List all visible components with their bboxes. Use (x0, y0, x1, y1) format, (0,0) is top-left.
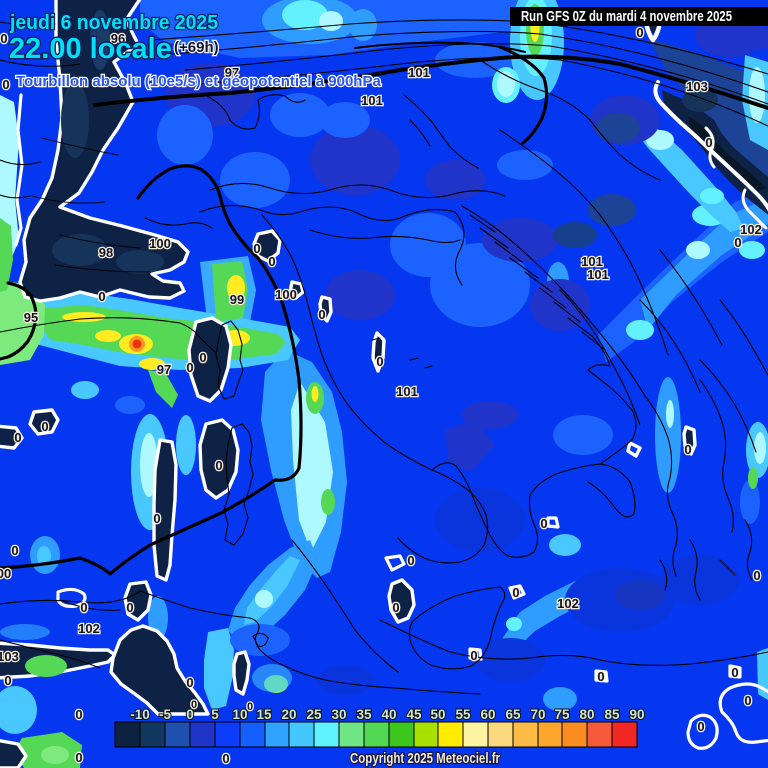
svg-text:0: 0 (597, 669, 604, 684)
svg-text:101: 101 (361, 93, 383, 108)
svg-text:0: 0 (215, 458, 222, 473)
svg-text:0: 0 (407, 553, 414, 568)
svg-text:100: 100 (149, 236, 171, 251)
svg-text:Run GFS 0Z du mardi 4 novembre: Run GFS 0Z du mardi 4 novembre 2025 (521, 9, 732, 25)
svg-text:101: 101 (581, 254, 603, 269)
svg-text:5: 5 (211, 707, 219, 722)
svg-text:30: 30 (331, 707, 346, 722)
svg-text:0: 0 (191, 699, 197, 711)
svg-text:0: 0 (705, 135, 712, 150)
svg-text:0: 0 (318, 307, 325, 322)
svg-text:90: 90 (629, 707, 644, 722)
svg-text:0: 0 (697, 719, 704, 734)
svg-text:0: 0 (126, 600, 133, 615)
svg-text:100: 100 (275, 287, 297, 302)
svg-text:0: 0 (222, 751, 229, 766)
svg-text:0: 0 (0, 31, 7, 46)
svg-text:Tourbillon absolu (10e5/s) et: Tourbillon absolu (10e5/s) et géopotenti… (16, 73, 381, 90)
svg-text:(+69h): (+69h) (174, 39, 219, 56)
svg-text:101: 101 (396, 384, 418, 399)
svg-text:0: 0 (2, 77, 9, 92)
svg-text:103: 103 (0, 649, 19, 664)
svg-text:0: 0 (98, 289, 105, 304)
svg-text:0: 0 (470, 648, 477, 663)
svg-text:-10: -10 (130, 707, 150, 722)
svg-text:0: 0 (75, 707, 82, 722)
svg-text:0: 0 (80, 600, 87, 615)
svg-text:0: 0 (684, 442, 691, 457)
svg-text:102: 102 (557, 596, 579, 611)
svg-text:99: 99 (230, 292, 244, 307)
svg-text:0: 0 (744, 693, 751, 708)
svg-text:00: 00 (0, 566, 11, 581)
svg-text:25: 25 (306, 707, 322, 722)
svg-text:35: 35 (356, 707, 372, 722)
svg-text:97: 97 (225, 65, 239, 80)
svg-text:103: 103 (686, 79, 708, 94)
svg-text:22.00 locale: 22.00 locale (9, 33, 172, 65)
svg-text:0: 0 (253, 241, 260, 256)
svg-text:98: 98 (99, 245, 113, 260)
svg-text:50: 50 (430, 707, 445, 722)
svg-text:0: 0 (186, 360, 193, 375)
svg-text:75: 75 (554, 707, 570, 722)
svg-text:0: 0 (268, 254, 275, 269)
svg-text:97: 97 (157, 362, 171, 377)
svg-text:60: 60 (480, 707, 495, 722)
svg-text:jeudi 6 novembre 2025: jeudi 6 novembre 2025 (9, 11, 218, 34)
svg-text:85: 85 (604, 707, 620, 722)
svg-text:0: 0 (247, 701, 253, 713)
svg-text:0: 0 (75, 750, 82, 765)
svg-text:65: 65 (505, 707, 521, 722)
svg-text:102: 102 (740, 222, 762, 237)
svg-text:0: 0 (14, 430, 21, 445)
svg-text:95: 95 (24, 310, 38, 325)
svg-text:Copyright 2025 Meteociel.fr: Copyright 2025 Meteociel.fr (350, 751, 500, 767)
svg-text:20: 20 (281, 707, 296, 722)
svg-text:0: 0 (153, 511, 160, 526)
svg-text:10: 10 (232, 707, 247, 722)
svg-text:0: 0 (512, 585, 519, 600)
svg-text:101: 101 (587, 267, 609, 282)
svg-text:0: 0 (636, 25, 643, 40)
svg-text:45: 45 (406, 707, 422, 722)
svg-text:40: 40 (381, 707, 396, 722)
svg-text:0: 0 (734, 235, 741, 250)
svg-text:15: 15 (256, 707, 272, 722)
svg-text:0: 0 (4, 673, 11, 688)
svg-text:0: 0 (186, 707, 194, 722)
svg-text:70: 70 (530, 707, 545, 722)
svg-text:0: 0 (186, 675, 193, 690)
svg-text:0: 0 (199, 350, 206, 365)
svg-text:102: 102 (78, 621, 100, 636)
svg-text:80: 80 (579, 707, 594, 722)
svg-text:0: 0 (392, 600, 399, 615)
svg-text:0: 0 (376, 354, 383, 369)
svg-text:101: 101 (408, 65, 430, 80)
svg-text:55: 55 (455, 707, 471, 722)
svg-text:0: 0 (41, 419, 48, 434)
svg-text:0: 0 (11, 543, 18, 558)
svg-text:96: 96 (111, 31, 125, 46)
svg-text:0: 0 (540, 516, 547, 531)
svg-text:0: 0 (753, 568, 760, 583)
svg-text:0: 0 (731, 665, 738, 680)
svg-text:-5: -5 (159, 707, 171, 722)
